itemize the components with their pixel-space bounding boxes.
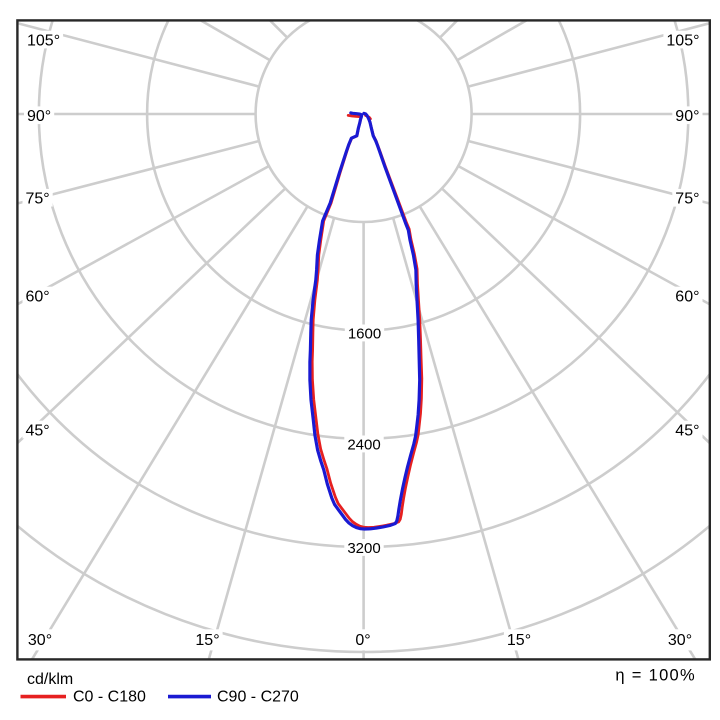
svg-text:105°: 105°	[666, 32, 699, 49]
svg-text:75°: 75°	[26, 191, 50, 208]
svg-text:0°: 0°	[355, 632, 370, 649]
svg-text:75°: 75°	[675, 191, 699, 208]
svg-text:60°: 60°	[675, 288, 699, 305]
svg-text:1600: 1600	[348, 326, 381, 343]
svg-text:30°: 30°	[668, 632, 692, 649]
svg-text:15°: 15°	[507, 632, 531, 649]
svg-text:60°: 60°	[26, 288, 50, 305]
svg-text:η = 100%: η = 100%	[615, 667, 696, 685]
svg-text:15°: 15°	[195, 632, 219, 649]
svg-text:90°: 90°	[27, 108, 51, 125]
svg-text:45°: 45°	[26, 422, 50, 439]
svg-text:30°: 30°	[28, 632, 52, 649]
svg-text:C90 - C270: C90 - C270	[217, 689, 299, 706]
svg-text:2400: 2400	[347, 437, 380, 454]
svg-text:105°: 105°	[27, 32, 60, 49]
svg-text:C0 - C180: C0 - C180	[73, 689, 146, 706]
svg-text:45°: 45°	[675, 422, 699, 439]
svg-text:90°: 90°	[675, 108, 699, 125]
svg-text:cd/klm: cd/klm	[27, 671, 73, 688]
svg-text:3200: 3200	[347, 540, 380, 557]
